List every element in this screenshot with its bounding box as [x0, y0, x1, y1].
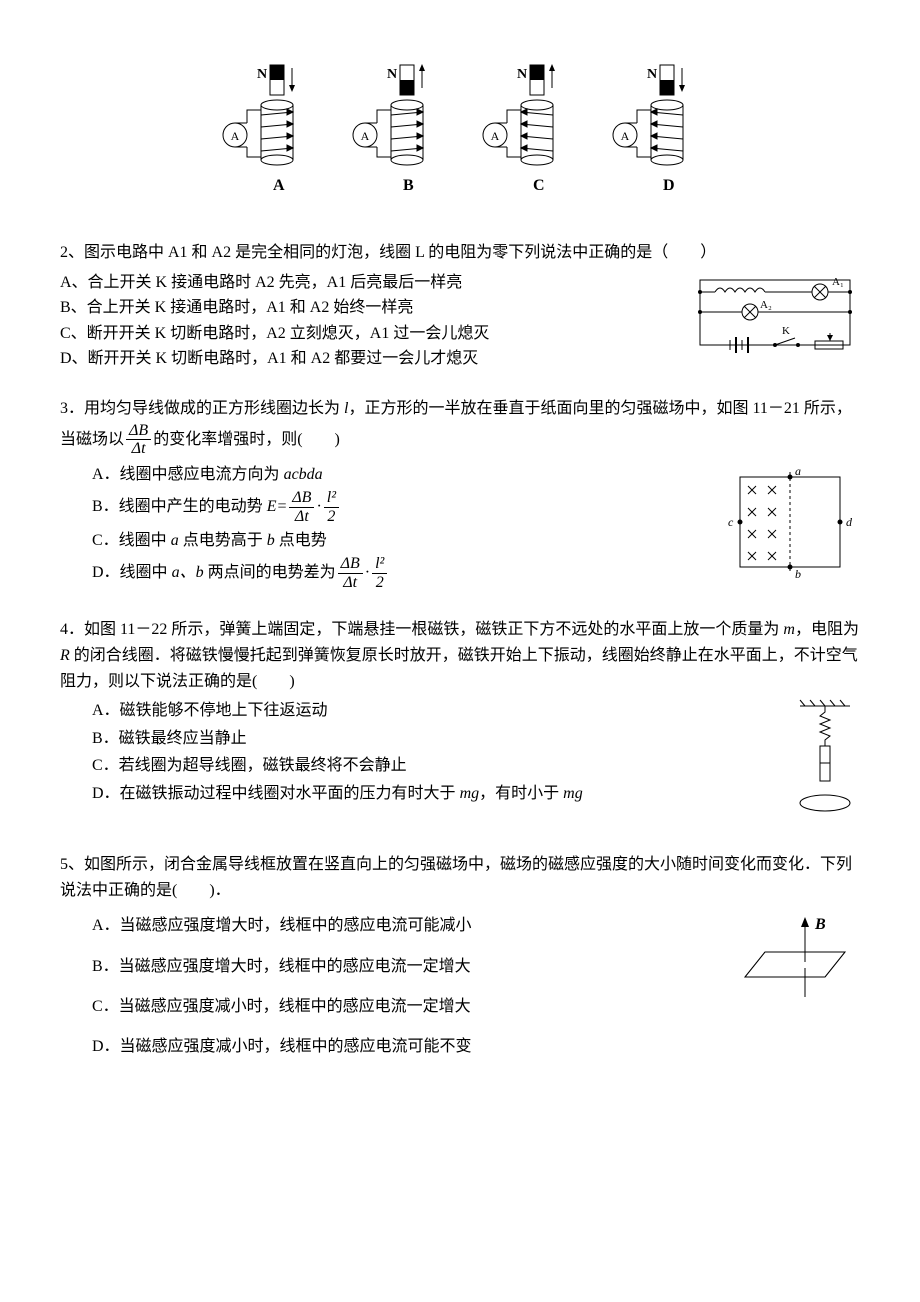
svg-text:N: N [517, 67, 527, 82]
q1-diagram-d: N A D [605, 60, 705, 210]
q1-diagram-a: N A A [215, 60, 315, 210]
svg-text:A: A [361, 129, 370, 143]
q4-stem: 4．如图 11－22 所示，弹簧上端固定，下端悬挂一根磁铁，磁铁正下方不远处的水… [60, 617, 860, 694]
question-4: 4．如图 11－22 所示，弹簧上端固定，下端悬挂一根磁铁，磁铁正下方不远处的水… [60, 617, 860, 828]
q4-opt-b: B．磁铁最终应当静止 [92, 726, 860, 752]
svg-text:d: d [846, 515, 853, 529]
question-2: 2、图示电路中 A1 和 A2 是完全相同的灯泡，线圈 L 的电阻为零下列说法中… [60, 240, 860, 372]
svg-text:a: a [795, 464, 801, 478]
q4-opt-c: C．若线圈为超导线圈，磁铁最终将不会静止 [92, 753, 860, 779]
q1-label-a: A [273, 177, 285, 194]
svg-text:B: B [814, 916, 826, 933]
q4-opt-a: A．磁铁能够不停地上下往返运动 [92, 698, 860, 724]
svg-text:b: b [795, 567, 801, 581]
q1-diagram-b: N A B [345, 60, 445, 210]
svg-text:A: A [621, 129, 630, 143]
q1-diagram-c: N A C [475, 60, 575, 210]
q4-opt-d: D．在磁铁振动过程中线圈对水平面的压力有时大于 mg，有时小于 mg [92, 781, 860, 807]
q1-label-d: D [663, 177, 675, 194]
ammeter-label: A [231, 129, 240, 143]
question-5: 5、如图所示，闭合金属导线框放置在竖直向上的匀强磁场中，磁场的磁感应强度的大小随… [60, 852, 860, 1069]
q1-label-c: C [533, 177, 545, 194]
q5-stem: 5、如图所示，闭合金属导线框放置在竖直向上的匀强磁场中，磁场的磁感应强度的大小随… [60, 852, 860, 903]
magnet-label: N [257, 67, 267, 82]
q5-opt-d: D．当磁感应强度减小时，线框中的感应电流可能不变 [92, 1028, 860, 1066]
q1-figure-row: N A A N [60, 60, 860, 210]
svg-text:A: A [491, 129, 500, 143]
svg-text:c: c [728, 515, 734, 529]
svg-text:N: N [387, 67, 397, 82]
q2-figure: A₁ A₂ K [690, 270, 860, 360]
q4-figure [790, 698, 860, 828]
q3-stem: 3．用均匀导线做成的正方形线圈边长为 l，正方形的一半放在垂直于纸面向里的匀强磁… [60, 396, 860, 458]
q3-figure: a b c d [720, 462, 860, 582]
svg-text:K: K [782, 325, 790, 337]
q2-stem: 2、图示电路中 A1 和 A2 是完全相同的灯泡，线圈 L 的电阻为零下列说法中… [60, 240, 860, 266]
svg-text:A₂: A₂ [760, 299, 772, 311]
svg-text:A₁: A₁ [832, 276, 844, 288]
q1-label-b: B [403, 177, 414, 194]
q5-figure: B [720, 907, 860, 1017]
question-3: 3．用均匀导线做成的正方形线圈边长为 l，正方形的一半放在垂直于纸面向里的匀强磁… [60, 396, 860, 593]
svg-text:N: N [647, 67, 657, 82]
